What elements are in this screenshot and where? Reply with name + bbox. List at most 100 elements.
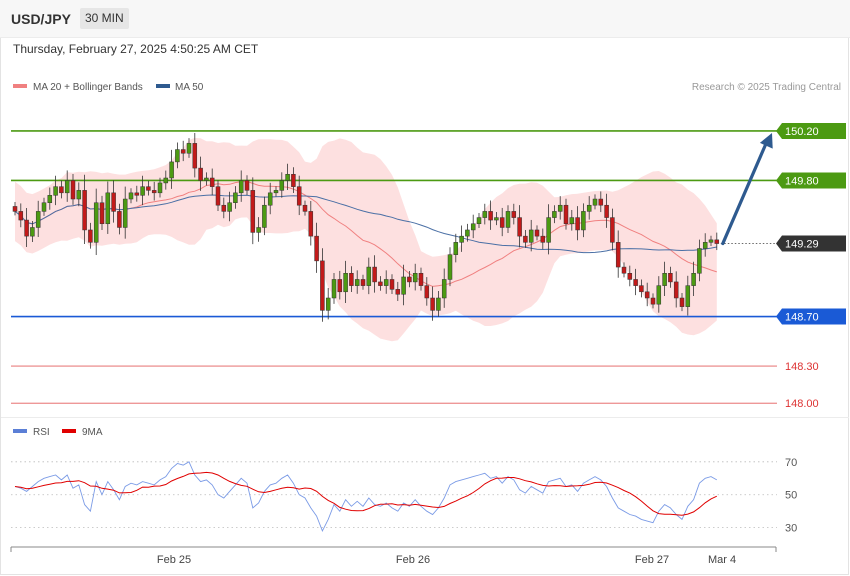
candle [169, 149, 174, 189]
candle-body [610, 217, 615, 243]
candle [505, 205, 511, 233]
candle [441, 268, 447, 308]
candle [436, 290, 441, 317]
candle [314, 222, 319, 273]
candle [198, 156, 203, 191]
candle-body [563, 204, 569, 225]
candle-body [157, 182, 163, 194]
candle [302, 200, 308, 216]
ma20-legend-label: MA 20 + Bollinger Bands [33, 82, 143, 93]
main-legend: MA 20 + Bollinger Bands MA 50 Research ©… [13, 82, 841, 93]
candle [412, 263, 418, 291]
candle [488, 200, 493, 230]
candle [111, 180, 116, 223]
level-label-149.80: 149.80 [776, 172, 846, 189]
chart-header: USD/JPY 30 MIN [0, 0, 850, 38]
candle [656, 276, 662, 313]
candle-body [592, 198, 598, 206]
candle-body [192, 143, 198, 169]
candle [30, 220, 35, 242]
candle-body [320, 260, 325, 311]
level-lines [11, 130, 777, 404]
candle [180, 140, 186, 162]
candle [12, 201, 18, 216]
candle [244, 175, 250, 196]
candle [627, 265, 633, 287]
candle-body [349, 273, 354, 286]
candle-body [163, 177, 169, 184]
candle [395, 281, 401, 301]
candle-body [633, 279, 638, 286]
candle-body [41, 202, 47, 212]
candle-body [24, 219, 29, 237]
candle [354, 270, 360, 294]
candle-body [146, 186, 151, 191]
candle [296, 175, 302, 216]
candle-body [70, 180, 76, 200]
rsi-tick-label: 30 [785, 523, 797, 535]
candle-body [459, 235, 464, 243]
projection-arrow [721, 132, 773, 246]
candle [673, 271, 679, 308]
candle-body [557, 204, 563, 212]
candle [53, 175, 58, 206]
candle-body [453, 242, 459, 255]
candle-body [140, 186, 145, 196]
candle-body [151, 190, 157, 194]
candle-body [697, 248, 702, 274]
level-label-148.70: 148.70 [776, 308, 846, 325]
panel-divider [1, 417, 849, 418]
candle-body [256, 227, 261, 233]
candle-body [227, 202, 232, 212]
candle-body [30, 227, 35, 237]
candle-body [430, 297, 435, 311]
level-tag [776, 235, 846, 252]
level-label-148.00: 148.00 [785, 398, 819, 410]
candle [465, 223, 470, 242]
candle-body [180, 149, 186, 154]
timeframe-badge[interactable]: 30 MIN [80, 8, 129, 29]
candle [273, 186, 279, 197]
candle [93, 188, 99, 256]
candle-body [436, 297, 441, 311]
candle [204, 172, 209, 186]
candle [401, 264, 406, 306]
level-tag-text: 150.20 [785, 126, 819, 138]
candle-body [447, 254, 453, 280]
candle [291, 167, 296, 193]
candle-body [175, 149, 180, 163]
candle-body [366, 266, 372, 286]
level-label-150.20: 150.20 [776, 122, 846, 139]
level-tag [776, 172, 846, 189]
candle-body [476, 217, 482, 225]
candle [227, 191, 232, 222]
candle [389, 274, 395, 295]
level-tag-text: 149.80 [785, 175, 819, 187]
candle [714, 232, 720, 251]
x-tick-label: Feb 26 [396, 554, 430, 566]
rsi-legend-label: RSI [33, 427, 50, 438]
candle [575, 206, 580, 241]
candle [320, 248, 325, 322]
panel-separator [1, 417, 849, 418]
candle-body [441, 279, 447, 299]
candle-body [470, 223, 476, 231]
candle [372, 255, 377, 293]
candle-body [389, 279, 395, 290]
candle-body [169, 161, 174, 179]
candle-body [99, 202, 105, 225]
candle-body [105, 192, 111, 225]
rsi-ma-legend-label: 9MA [82, 427, 103, 438]
candle [117, 203, 122, 235]
projection-arrow-head [759, 132, 773, 149]
level-tag-text: 148.70 [785, 312, 819, 324]
candle-body [314, 235, 319, 262]
candle-body [412, 273, 418, 283]
candle-body [418, 273, 424, 286]
candle [122, 186, 128, 239]
ma50-legend-label: MA 50 [175, 82, 204, 93]
candle-body [279, 180, 285, 191]
candle-body [488, 211, 493, 221]
candlesticks [12, 132, 720, 322]
candle-body [134, 192, 140, 196]
